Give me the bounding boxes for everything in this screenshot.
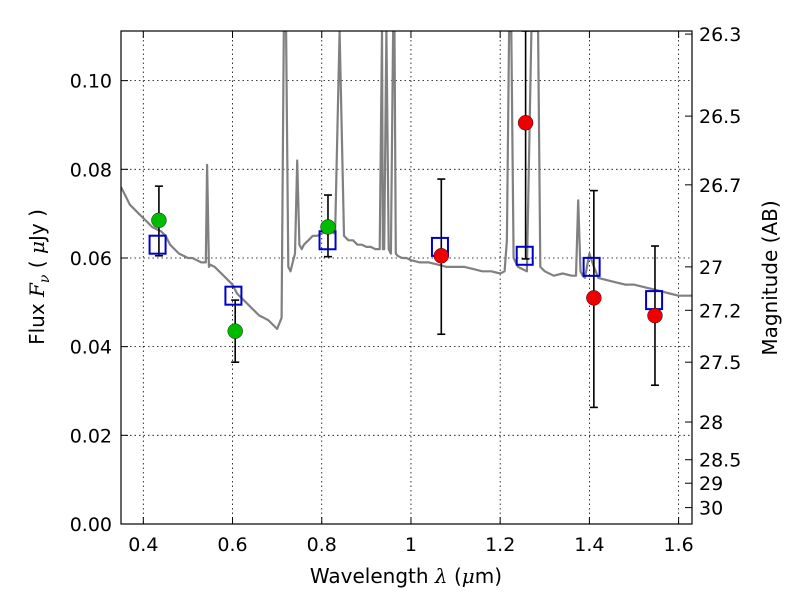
spectrum-line xyxy=(121,31,692,330)
y2-axis-label: Magnitude (AB) xyxy=(758,200,782,355)
y-tick-label: 0.08 xyxy=(70,159,112,181)
y2-tick-label: 26.5 xyxy=(699,106,741,128)
model-photometry-square xyxy=(582,256,601,277)
y-tick-label: 0.04 xyxy=(70,337,112,359)
plot-area xyxy=(121,31,692,409)
x-tick-label: 0.6 xyxy=(217,534,247,556)
y2-tick-label: 27.5 xyxy=(699,352,741,374)
model-photometry-square xyxy=(148,234,167,255)
y2-tick-label: 26.7 xyxy=(699,175,741,197)
model-photometry-square xyxy=(224,285,243,306)
y-tick-label: 0.06 xyxy=(70,248,112,270)
y-tick-label: 0.10 xyxy=(70,71,112,93)
axis-ticks xyxy=(121,31,692,525)
y2-tick-label: 27 xyxy=(699,257,723,279)
model-photometry-square xyxy=(515,245,534,266)
optical-data-point xyxy=(320,219,336,235)
optical-data-point xyxy=(151,212,167,229)
grid-lines xyxy=(121,31,692,525)
nir-data-point xyxy=(433,248,449,264)
x-axis-label: Wavelength λ (μm) xyxy=(310,564,502,588)
plot-frame xyxy=(120,30,693,525)
y-tick-label: 0.02 xyxy=(70,425,112,447)
optical-data-point xyxy=(227,323,243,339)
y2-tick-label: 30 xyxy=(699,498,723,520)
y-tick-label: 0.00 xyxy=(70,514,112,536)
x-tick-label: 0.4 xyxy=(128,534,158,556)
y2-tick-label: 27.2 xyxy=(699,300,741,322)
x-tick-label: 0.8 xyxy=(307,534,337,556)
x-tick-label: 1.4 xyxy=(574,534,604,556)
y2-tick-label: 28.5 xyxy=(699,450,741,472)
tick-labels: 0.4 0.6 0.8 1 1.2 1.4 1.6 0.00 0.02 0.04 0.06 0.08 0… xyxy=(70,24,742,556)
nir-data-point xyxy=(517,115,534,131)
nir-data-point xyxy=(586,290,602,306)
nir-data-point xyxy=(647,307,663,324)
y2-tick-label: 26.3 xyxy=(699,24,741,46)
y2-tick-label: 28 xyxy=(699,412,723,434)
y-axis-label: Flux Fν ( μJy ) xyxy=(25,209,53,345)
x-tick-label: 1.2 xyxy=(485,534,515,556)
x-tick-label: 1.6 xyxy=(664,534,694,556)
x-tick-label: 1 xyxy=(405,534,417,556)
y2-tick-label: 29 xyxy=(699,473,723,495)
